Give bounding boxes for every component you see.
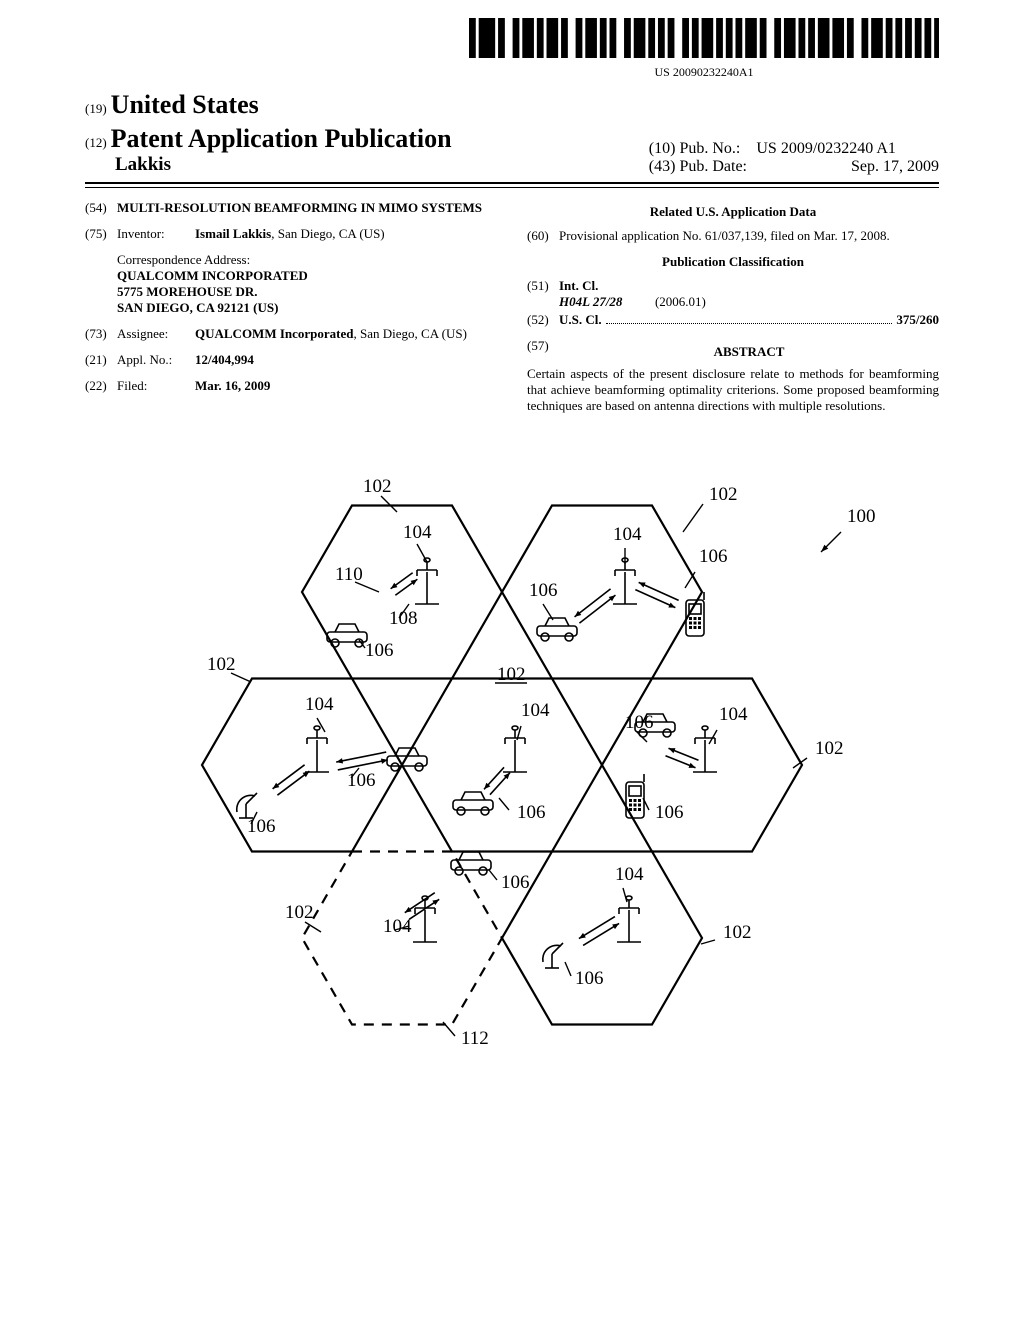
- pubclass-head: Publication Classification: [527, 254, 939, 270]
- svg-text:112: 112: [461, 1028, 489, 1049]
- svg-text:106: 106: [625, 712, 654, 733]
- svg-text:106: 106: [347, 770, 376, 791]
- figure: 102 102 100 104 104 110 108 106 106 106 102 102 104 1…: [85, 432, 939, 1077]
- filed-label: Filed:: [117, 378, 195, 394]
- barcode: [469, 18, 939, 58]
- biblio-left: (54) MULTI-RESOLUTION BEAMFORMING IN MIM…: [85, 200, 497, 414]
- svg-text:106: 106: [699, 546, 728, 567]
- corr-line-3: SAN DIEGO, CA 92121 (US): [117, 300, 497, 316]
- code-21: (21): [85, 352, 117, 368]
- code-52: (52): [527, 312, 559, 328]
- pubdate-label: Pub. Date:: [679, 158, 747, 175]
- publication-type: Patent Application Publication: [111, 124, 452, 153]
- assignee-name: QUALCOMM Incorporated: [195, 326, 354, 341]
- svg-text:102: 102: [709, 484, 738, 505]
- pubdate: Sep. 17, 2009: [851, 158, 939, 175]
- biblio: (54) MULTI-RESOLUTION BEAMFORMING IN MIM…: [85, 200, 939, 414]
- code-73: (73): [85, 326, 117, 342]
- corr-line-1: QUALCOMM INCORPORATED: [117, 268, 497, 284]
- svg-text:104: 104: [305, 694, 334, 715]
- code-12: (12): [85, 135, 107, 150]
- inventor-surname: Lakkis: [115, 154, 452, 176]
- svg-text:106: 106: [365, 640, 394, 661]
- code-43: (43): [649, 158, 676, 175]
- svg-text:106: 106: [247, 816, 276, 837]
- uscl-value: 375/260: [896, 312, 939, 328]
- code-60: (60): [527, 228, 559, 244]
- abstract-label: ABSTRACT: [559, 344, 939, 360]
- svg-text:100: 100: [847, 506, 876, 527]
- code-22: (22): [85, 378, 117, 394]
- inventor-label: Inventor:: [117, 226, 195, 242]
- title: MULTI-RESOLUTION BEAMFORMING IN MIMO SYS…: [117, 200, 497, 216]
- applno: 12/404,994: [195, 352, 497, 368]
- svg-text:110: 110: [335, 564, 363, 585]
- filed-date: Mar. 16, 2009: [195, 378, 497, 394]
- intcl-code: H04L 27/28: [559, 294, 622, 309]
- svg-text:102: 102: [497, 664, 526, 685]
- inventor-name: Ismail Lakkis: [195, 226, 271, 241]
- corr-line-2: 5775 MOREHOUSE DR.: [117, 284, 497, 300]
- svg-text:106: 106: [575, 968, 604, 989]
- barcode-block: US 20090232240A1: [469, 18, 939, 80]
- svg-text:102: 102: [207, 654, 236, 675]
- svg-text:104: 104: [403, 522, 432, 543]
- country: United States: [111, 90, 259, 119]
- svg-text:106: 106: [501, 872, 530, 893]
- correspondence-label: Correspondence Address:: [117, 252, 497, 268]
- svg-text:106: 106: [655, 802, 684, 823]
- intcl-label: Int. Cl.: [559, 278, 598, 293]
- svg-text:106: 106: [529, 580, 558, 601]
- assignee-label: Assignee:: [117, 326, 195, 342]
- svg-text:106: 106: [517, 802, 546, 823]
- applno-label: Appl. No.:: [117, 352, 195, 368]
- related-head: Related U.S. Application Data: [527, 204, 939, 220]
- svg-text:108: 108: [389, 608, 418, 629]
- svg-text:104: 104: [615, 864, 644, 885]
- header: (19) United States (12) Patent Applicati…: [85, 90, 939, 176]
- divider-thick: [85, 182, 939, 184]
- inventor-loc: , San Diego, CA (US): [271, 226, 384, 241]
- code-10: (10): [649, 140, 676, 157]
- svg-text:104: 104: [719, 704, 748, 725]
- svg-text:104: 104: [613, 524, 642, 545]
- code-54: (54): [85, 200, 117, 216]
- svg-text:102: 102: [815, 738, 844, 759]
- figure-svg: 102 102 100 104 104 110 108 106 106 106 102 102 104 1…: [127, 432, 897, 1072]
- intcl-date: (2006.01): [655, 294, 706, 309]
- uscl-dots: [606, 313, 893, 324]
- code-51: (51): [527, 278, 559, 310]
- code-75: (75): [85, 226, 117, 242]
- divider-thin: [85, 187, 939, 188]
- abstract-text: Certain aspects of the present disclosur…: [527, 366, 939, 414]
- svg-text:102: 102: [285, 902, 314, 923]
- code-19: (19): [85, 101, 107, 116]
- svg-text:102: 102: [363, 476, 392, 497]
- pubno: US 2009/0232240 A1: [756, 140, 896, 157]
- pubno-label: Pub. No.:: [679, 140, 740, 157]
- uscl-label: U.S. Cl.: [559, 312, 602, 328]
- provisional-text: Provisional application No. 61/037,139, …: [559, 228, 939, 244]
- svg-text:104: 104: [521, 700, 550, 721]
- svg-text:102: 102: [723, 922, 752, 943]
- biblio-right: Related U.S. Application Data (60) Provi…: [527, 200, 939, 414]
- svg-text:104: 104: [383, 916, 412, 937]
- code-57: (57): [527, 338, 559, 364]
- barcode-number: US 20090232240A1: [469, 65, 939, 80]
- assignee-loc: , San Diego, CA (US): [354, 326, 467, 341]
